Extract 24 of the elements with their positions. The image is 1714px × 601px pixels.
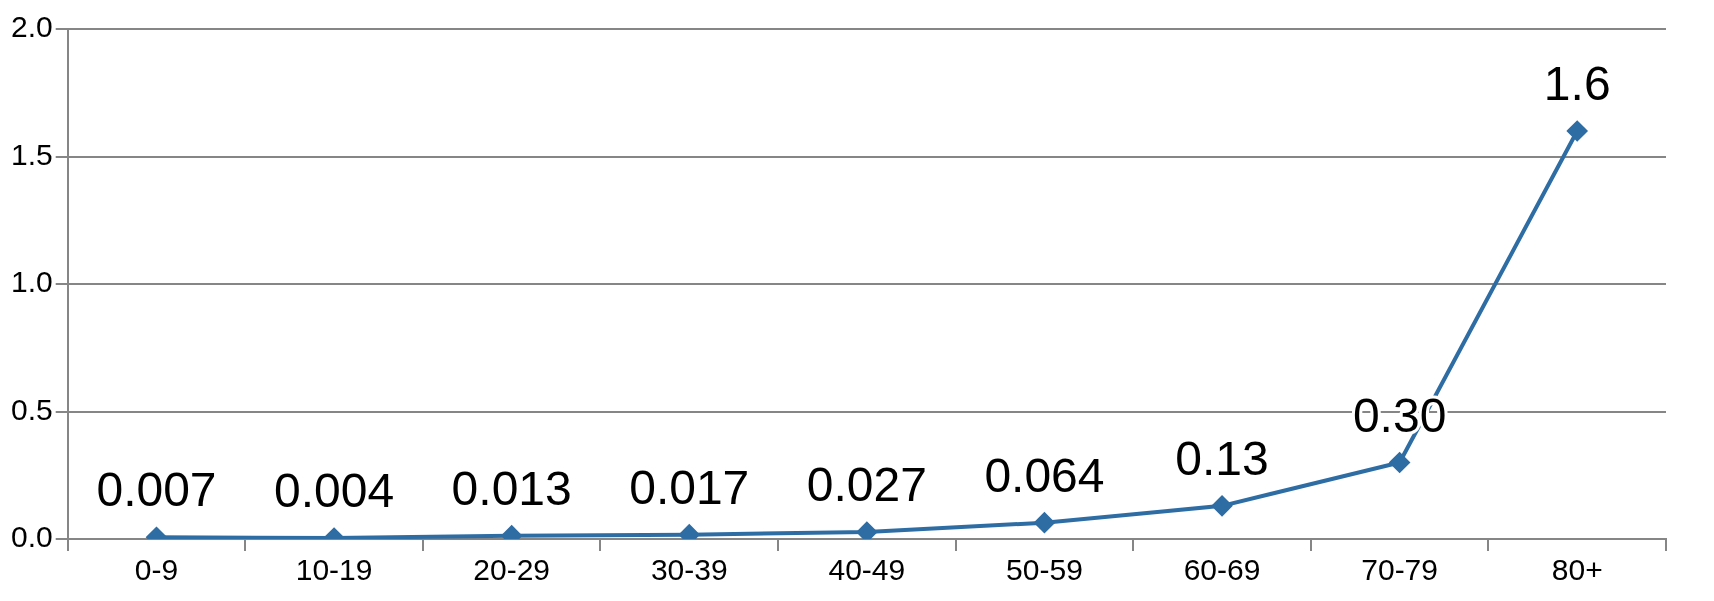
y-tick-label: 0.5 [10, 392, 53, 426]
y-tick-label: 0.0 [10, 520, 53, 554]
data-label: 0.013 [451, 461, 572, 515]
data-label: 1.6 [1543, 57, 1611, 111]
x-tick-label: 70-79 [1361, 553, 1438, 587]
x-tick-label: 10-19 [295, 553, 373, 587]
y-tick-label: 1.5 [10, 137, 53, 171]
x-tick-label: 80+ [1551, 553, 1603, 587]
data-label: 0.004 [274, 464, 395, 518]
data-label: 0.007 [96, 463, 217, 517]
data-label: 0.017 [629, 460, 750, 514]
data-label: 0.064 [984, 448, 1105, 502]
y-tick-label: 1.0 [10, 265, 53, 299]
x-tick-label: 20-29 [473, 553, 551, 587]
x-tick-label: 60-69 [1183, 553, 1261, 587]
x-tick-label: 0-9 [134, 553, 179, 587]
x-tick-label: 50-59 [1006, 553, 1083, 587]
point [856, 522, 877, 539]
data-label: 0.027 [806, 458, 927, 512]
data-label: 0.13 [1175, 432, 1269, 486]
y-tick-label: 2.0 [10, 10, 53, 44]
x-tick-label: 40-49 [828, 553, 906, 587]
x-tick-label: 30-39 [650, 553, 728, 587]
point [1567, 121, 1588, 141]
